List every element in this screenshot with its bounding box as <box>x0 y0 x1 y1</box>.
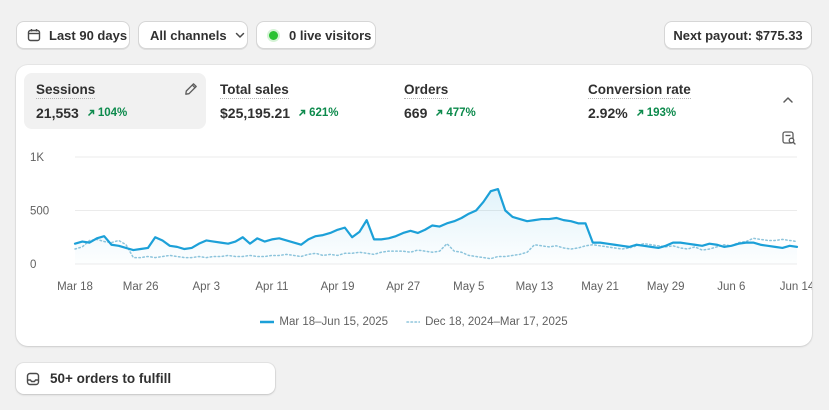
metric-change: 621% <box>298 107 339 119</box>
live-visitors-label: 0 live visitors <box>289 27 372 43</box>
date-range-label: Last 90 days <box>49 27 128 43</box>
metric-value: 669 <box>404 105 428 121</box>
y-tick-label: 0 <box>30 259 36 271</box>
metric-change-value: 193% <box>646 107 677 119</box>
report-search-icon[interactable] <box>781 130 797 146</box>
x-tick-label: May 13 <box>516 281 554 293</box>
arrow-up-right-icon <box>299 109 306 117</box>
metric-sessions[interactable]: Sessions 21,553 104% <box>24 73 206 129</box>
legend-dotted-line-icon <box>406 321 421 323</box>
arrow-up-right-icon <box>636 109 643 117</box>
metric-value: $25,195.21 <box>220 105 291 121</box>
legend-label: Dec 18, 2024–Mar 17, 2025 <box>425 316 568 328</box>
x-tick-label: Jun 6 <box>717 281 745 293</box>
live-visitors-button[interactable]: 0 live visitors <box>256 21 376 49</box>
orders-to-fulfill-label: 50+ orders to fulfill <box>50 371 172 386</box>
metric-title: Total sales <box>220 82 289 99</box>
channels-dropdown[interactable]: All channels <box>138 21 248 49</box>
channels-label: All channels <box>150 27 227 43</box>
metric-title: Conversion rate <box>588 82 691 99</box>
legend-solid-line-icon <box>260 320 275 324</box>
metric-title: Orders <box>404 82 449 99</box>
orders-to-fulfill-button[interactable]: 50+ orders to fulfill <box>16 363 275 394</box>
x-tick-label: Jun 14 <box>780 281 812 293</box>
x-tick-label: Apr 19 <box>321 281 355 293</box>
metric-change-value: 621% <box>309 107 339 119</box>
metric-change: 193% <box>636 107 676 119</box>
legend-label: Mar 18–Jun 15, 2025 <box>279 316 389 328</box>
analytics-card: Sessions 21,553 104% Total sales $25,195… <box>16 65 812 346</box>
metric-value: 2.92% <box>588 105 628 121</box>
metric-total-sales[interactable]: Total sales $25,195.21 621% <box>208 73 390 129</box>
metric-change-value: 104% <box>97 107 128 119</box>
live-status-dot <box>269 30 278 40</box>
legend-item-current[interactable]: Mar 18–Jun 15, 2025 <box>260 316 388 328</box>
metric-orders[interactable]: Orders 669 477% <box>392 73 574 129</box>
arrow-up-right-icon <box>436 109 443 117</box>
metric-change-value: 477% <box>446 107 476 119</box>
x-tick-label: Apr 11 <box>255 281 288 293</box>
metric-value: 21,553 <box>36 105 79 121</box>
y-tick-label: 500 <box>30 206 49 218</box>
metric-conversion-rate[interactable]: Conversion rate 2.92% 193% <box>576 73 758 129</box>
x-tick-label: Mar 26 <box>123 281 159 293</box>
series-line-current <box>73 187 799 252</box>
chevron-down-icon <box>235 32 244 38</box>
x-tick-label: May 29 <box>647 281 685 293</box>
x-tick-label: Apr 27 <box>386 281 420 293</box>
x-tick-label: Apr 3 <box>193 281 221 293</box>
date-range-button[interactable]: Last 90 days <box>16 21 130 49</box>
metric-change: 477% <box>435 107 476 119</box>
calendar-icon <box>27 29 41 42</box>
chevron-up-icon[interactable] <box>781 93 795 107</box>
inbox-icon <box>26 372 40 385</box>
x-tick-label: Mar 18 <box>57 281 93 293</box>
chart-legend: Mar 18–Jun 15, 2025 Dec 18, 2024–Mar 17,… <box>16 316 812 328</box>
legend-item-previous[interactable]: Dec 18, 2024–Mar 17, 2025 <box>406 316 568 328</box>
pencil-icon[interactable] <box>184 82 198 96</box>
metric-change: 104% <box>87 107 127 119</box>
next-payout-button[interactable]: Next payout: $775.33 <box>664 21 812 49</box>
arrow-up-right-icon <box>87 109 95 117</box>
x-tick-label: May 5 <box>453 281 484 293</box>
sessions-line-chart: 0 500 1K Mar 18 Mar 26 Apr 3 Apr 11 Apr 19 Apr 2… <box>30 152 812 293</box>
y-tick-label: 1K <box>30 152 44 164</box>
metric-title: Sessions <box>36 82 96 99</box>
next-payout-label: Next payout: $775.33 <box>673 27 803 43</box>
x-tick-label: May 21 <box>581 281 619 293</box>
